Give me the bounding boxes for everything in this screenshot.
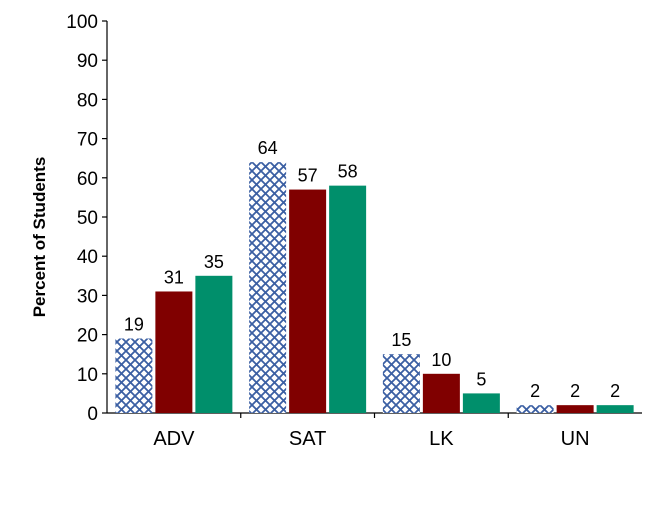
x-category-label: LK (429, 428, 454, 450)
bar-adv-series-2 (155, 291, 193, 413)
bar-lk-series-1 (382, 354, 420, 413)
bar-lk-series-3 (462, 393, 500, 413)
data-label: 64 (258, 138, 278, 158)
y-tick-label: 60 (77, 169, 98, 190)
x-category-label: SAT (289, 428, 326, 450)
y-tick-label: 20 (77, 326, 98, 347)
bar-lk-series-2 (422, 373, 460, 413)
y-tick-label: 40 (77, 247, 98, 268)
data-label: 58 (338, 162, 358, 182)
data-label: 2 (530, 381, 540, 401)
bar-un-series-2 (556, 405, 594, 413)
data-label: 35 (204, 252, 224, 272)
bar-un-series-3 (596, 405, 634, 413)
data-label: 2 (570, 381, 580, 401)
bar-sat-series-3 (329, 185, 367, 413)
data-label: 2 (610, 381, 620, 401)
y-tick-label: 80 (77, 90, 98, 111)
y-tick-label: 70 (77, 130, 98, 151)
y-tick-label: 50 (77, 208, 98, 229)
bar-adv-series-1 (115, 338, 153, 413)
data-label: 10 (431, 350, 451, 370)
y-tick-label: 10 (77, 365, 98, 386)
data-label: 5 (476, 369, 486, 389)
bar-sat-series-2 (289, 189, 327, 413)
data-label: 31 (164, 267, 184, 287)
y-tick-label: 0 (87, 404, 98, 425)
y-tick-label: 30 (77, 286, 98, 307)
data-label: 15 (391, 330, 411, 350)
y-axis-label: Percent of Students (30, 157, 49, 318)
data-label: 57 (298, 166, 318, 186)
data-label: 19 (124, 315, 144, 335)
bar-adv-series-3 (195, 275, 233, 413)
y-tick-label: 90 (77, 51, 98, 72)
x-category-label: ADV (153, 428, 195, 450)
plot-area: 0 10 20 30 40 50 60 70 80 90 100 19 31 35 ADV 64 57 58 SAT… (66, 12, 642, 450)
y-tick-label: 100 (66, 12, 98, 33)
bar-sat-series-1 (249, 162, 287, 413)
x-category-label: UN (561, 428, 590, 450)
bar-un-series-1 (516, 405, 554, 413)
